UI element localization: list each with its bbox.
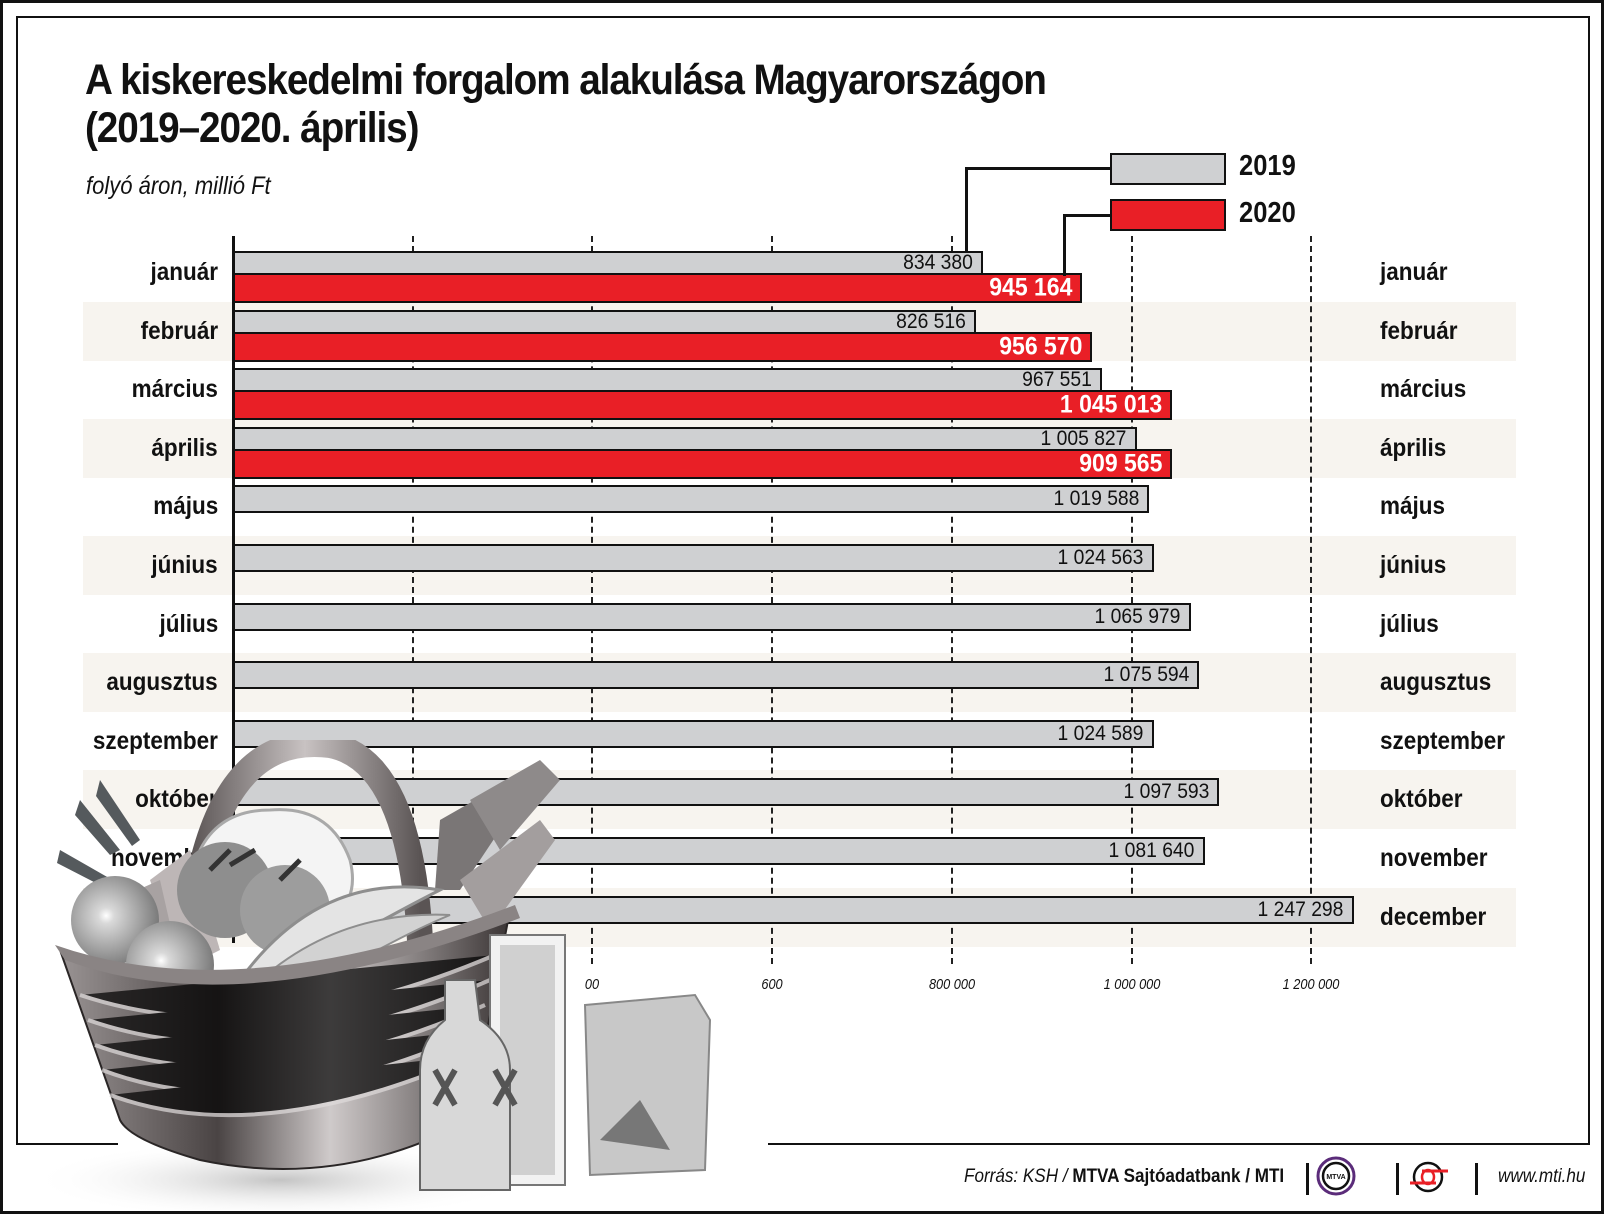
footer-separator bbox=[1396, 1163, 1399, 1195]
bar-2019: 967 551 bbox=[233, 368, 1103, 393]
bar-2020: 956 570 bbox=[233, 331, 1093, 362]
bar-value-label: 956 570 bbox=[999, 332, 1083, 361]
title-line-1: A kiskereskedelmi forgalom alakulása Mag… bbox=[85, 56, 1047, 104]
month-label-right: augusztus bbox=[1380, 668, 1492, 697]
bar-value-label: 826 516 bbox=[895, 309, 966, 333]
bar-value-label: 834 380 bbox=[902, 251, 973, 274]
x-tick-label: 00 bbox=[585, 976, 600, 993]
legend-connector-2019-h bbox=[965, 167, 1111, 170]
month-label-left: május bbox=[152, 492, 218, 521]
month-label-left: augusztus bbox=[106, 668, 218, 697]
bar-value-label: 945 164 bbox=[989, 273, 1073, 302]
month-label-right: november bbox=[1380, 844, 1488, 872]
bar-value-label: 1 081 640 bbox=[1108, 839, 1195, 862]
website-link[interactable]: www.mti.hu bbox=[1498, 1166, 1586, 1187]
bar-value-label: 1 019 588 bbox=[1053, 487, 1140, 511]
inner-frame bbox=[16, 16, 1590, 1145]
bar-2019: 1 024 589 bbox=[233, 719, 1154, 748]
source-prefix: Forrás: KSH / bbox=[964, 1166, 1073, 1187]
bar-2020: 945 164 bbox=[233, 273, 1083, 303]
y-axis-line bbox=[232, 236, 235, 943]
bar-value-label: 1 024 589 bbox=[1057, 721, 1144, 745]
bar-value-label: 1 075 594 bbox=[1103, 663, 1190, 687]
bar-2019: 1 019 588 bbox=[233, 485, 1150, 514]
footer-separator bbox=[1475, 1163, 1478, 1195]
svg-text:MTVA: MTVA bbox=[1326, 1174, 1345, 1181]
x-tick-label: 1 000 000 bbox=[1103, 976, 1160, 993]
title-line-2: (2019–2020. április) bbox=[85, 104, 419, 152]
gridline bbox=[771, 236, 774, 964]
grocery-basket-illustration bbox=[40, 740, 712, 1210]
month-label-left: április bbox=[151, 433, 218, 462]
bar-value-label: 909 565 bbox=[1078, 449, 1162, 478]
legend-swatch-2019 bbox=[1110, 153, 1226, 185]
month-label-left: január bbox=[150, 258, 218, 286]
source-agency: MTVA Sajtóadatbank / MTI bbox=[1072, 1166, 1285, 1187]
month-label-right: január bbox=[1380, 258, 1448, 286]
bar-value-label: 967 551 bbox=[1022, 368, 1093, 392]
bar-2019: 834 380 bbox=[233, 251, 983, 275]
month-label-right: július bbox=[1380, 609, 1439, 638]
month-label-left: július bbox=[159, 609, 218, 638]
mtva-logo-icon: MTVA bbox=[1316, 1156, 1356, 1196]
x-tick-label: 800 000 bbox=[928, 976, 975, 993]
month-label-right: április bbox=[1380, 433, 1447, 462]
bar-value-label: 1 024 563 bbox=[1057, 546, 1144, 569]
bar-2019: 1 075 594 bbox=[233, 661, 1200, 690]
month-label-right: június bbox=[1380, 551, 1447, 579]
bar-2020: 909 565 bbox=[233, 448, 1172, 479]
gridline bbox=[411, 236, 414, 964]
mti-logo-icon bbox=[1410, 1161, 1448, 1193]
gridline bbox=[591, 236, 594, 964]
month-label-left: szeptember bbox=[92, 726, 218, 755]
month-label-right: március bbox=[1380, 375, 1467, 404]
month-label-left: február bbox=[140, 316, 218, 345]
month-label-left: június bbox=[151, 551, 218, 579]
bar-value-label: 1 005 827 bbox=[1040, 426, 1127, 450]
month-label-right: október bbox=[1380, 785, 1463, 814]
legend-connector-2020-h bbox=[1063, 214, 1111, 217]
legend-label-2019: 2019 bbox=[1239, 150, 1296, 182]
chart-subtitle: folyó áron, millió Ft bbox=[86, 172, 271, 200]
footer-separator bbox=[1306, 1163, 1309, 1195]
month-label-right: szeptember bbox=[1380, 726, 1506, 755]
legend-connector-2020 bbox=[1063, 214, 1066, 276]
month-label-right: május bbox=[1380, 492, 1446, 521]
bar-2019: 1 024 563 bbox=[233, 544, 1154, 572]
month-label-right: február bbox=[1380, 316, 1458, 345]
bar-value-label: 1 097 593 bbox=[1123, 780, 1210, 804]
source-credit: Forrás: KSH / MTVA Sajtóadatbank / MTI bbox=[964, 1166, 1284, 1188]
month-label-left: március bbox=[131, 375, 218, 404]
bar-2019: 1 005 827 bbox=[233, 426, 1137, 451]
legend-connector-2019 bbox=[965, 167, 968, 251]
gridline bbox=[1310, 236, 1313, 964]
bar-2020: 1 045 013 bbox=[233, 390, 1172, 421]
bar-2019: 1 065 979 bbox=[233, 602, 1191, 631]
bar-value-label: 1 045 013 bbox=[1059, 390, 1162, 419]
bar-2019: 1 081 640 bbox=[233, 837, 1205, 865]
x-tick-label: 1 200 000 bbox=[1282, 976, 1340, 993]
bar-value-label: 1 065 979 bbox=[1094, 604, 1181, 628]
chart-title: A kiskereskedelmi forgalom alakulása Mag… bbox=[85, 56, 1047, 152]
x-tick-label: 600 bbox=[761, 976, 783, 993]
bar-2019: 826 516 bbox=[233, 309, 976, 334]
month-label-right: december bbox=[1380, 902, 1487, 931]
legend-swatch-2020 bbox=[1110, 199, 1226, 231]
month-label-left: október bbox=[135, 785, 218, 814]
bar-value-label: 1 247 298 bbox=[1257, 897, 1344, 921]
gridline bbox=[950, 236, 953, 964]
gridline bbox=[1130, 236, 1133, 964]
legend-label-2020: 2020 bbox=[1239, 197, 1296, 229]
